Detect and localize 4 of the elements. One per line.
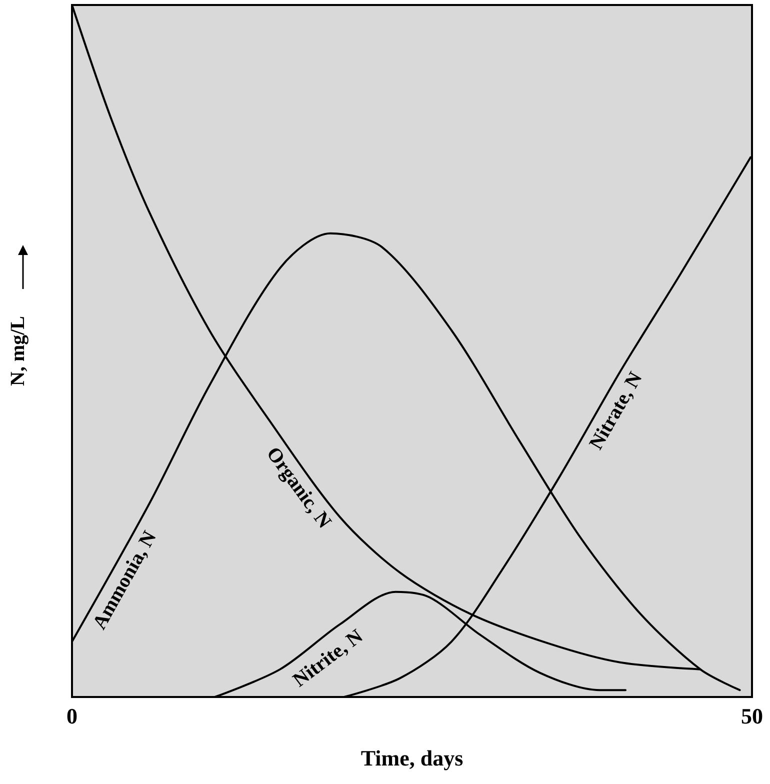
x-tick-label: 50: [741, 704, 763, 728]
x-tick-label: 0: [66, 704, 78, 728]
x-axis-title: Time, days: [360, 746, 464, 770]
y-axis-title: N, mg/L: [7, 316, 29, 386]
